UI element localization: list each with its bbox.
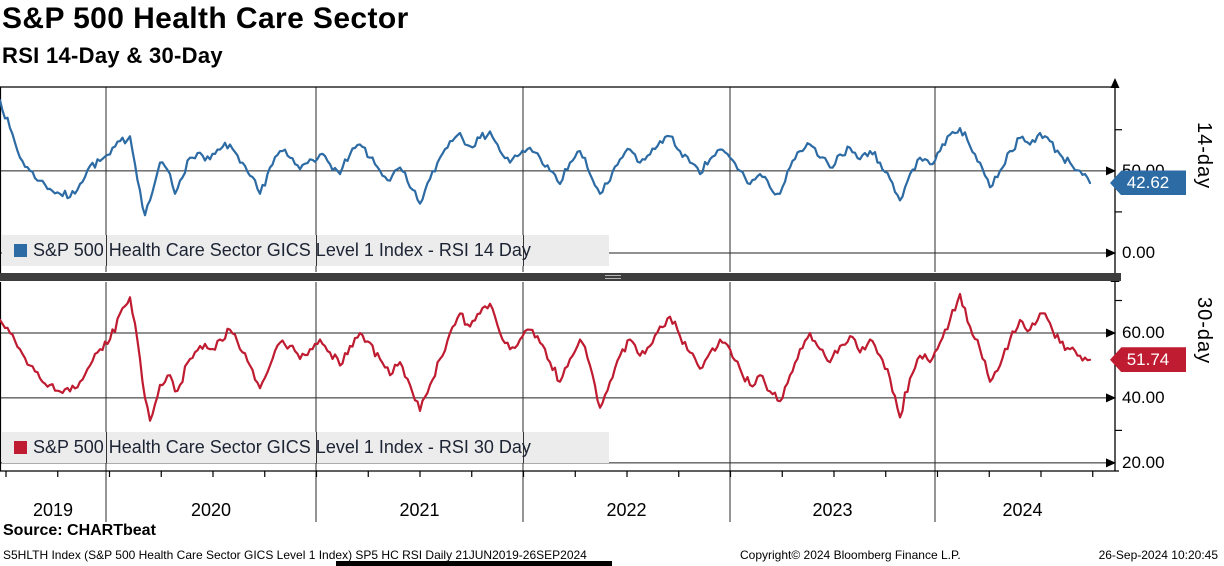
page-title: S&P 500 Health Care Sector xyxy=(2,2,409,35)
footer-ticker-text: S5HLTH Index (S&P 500 Health Care Sector… xyxy=(3,548,587,562)
panel-label-14day: 14-day xyxy=(1193,122,1215,190)
x-axis-year-label: 2020 xyxy=(190,500,232,520)
vertical-gridline-stub xyxy=(523,432,524,463)
x-axis-year-label: 2024 xyxy=(1002,500,1043,520)
vertical-gridline-stub xyxy=(106,235,107,266)
last-value-badge-rsi30: 51.74 xyxy=(1110,347,1186,373)
x-axis-year-label: 2023 xyxy=(812,500,853,520)
x-axis-year-label: 2021 xyxy=(399,500,440,520)
axis-tick-label: 40.00 xyxy=(1122,387,1165,407)
legend-swatch-rsi14-icon xyxy=(14,244,27,257)
axis-tick-label: 0.00 xyxy=(1122,243,1156,262)
separator-grip-icon[interactable] xyxy=(605,275,621,276)
legend-label-rsi30: S&P 500 Health Care Sector GICS Level 1 … xyxy=(33,437,531,457)
source-line: Source: CHARTbeat xyxy=(3,522,156,539)
footer-timestamp-text: 26-Sep-2024 10:20:45 xyxy=(1098,548,1218,562)
axis-tick-label: 20.00 xyxy=(1122,452,1165,472)
legend-box-rsi14 xyxy=(2,235,609,266)
separator-grip-icon[interactable] xyxy=(605,278,621,279)
vertical-gridline-stub xyxy=(316,432,317,463)
legend-rsi14: S&P 500 Health Care Sector GICS Level 1 … xyxy=(14,235,531,266)
axis-tick-label: 60.00 xyxy=(1122,322,1165,342)
legend-box-rsi30 xyxy=(2,432,609,463)
panel-label-30day: 30-day xyxy=(1193,297,1215,365)
legend-swatch-rsi30-icon xyxy=(14,441,27,454)
x-axis-year-label: 2022 xyxy=(606,500,647,520)
bottom-edge-bar xyxy=(336,561,612,566)
x-axis-year-label: 2019 xyxy=(32,500,74,520)
vertical-gridline-stub xyxy=(523,235,524,266)
footer-copyright-text: Copyright© 2024 Bloomberg Finance L.P. xyxy=(740,548,961,562)
vertical-gridline-stub xyxy=(106,432,107,463)
last-value-badge-rsi14: 42.62 xyxy=(1110,170,1186,196)
legend-label-rsi14: S&P 500 Health Care Sector GICS Level 1 … xyxy=(33,240,531,260)
vertical-gridline-stub xyxy=(316,235,317,266)
panel-separator-bar xyxy=(0,273,1121,281)
legend-rsi30: S&P 500 Health Care Sector GICS Level 1 … xyxy=(14,432,531,463)
page-subtitle: RSI 14-Day & 30-Day xyxy=(2,43,223,68)
